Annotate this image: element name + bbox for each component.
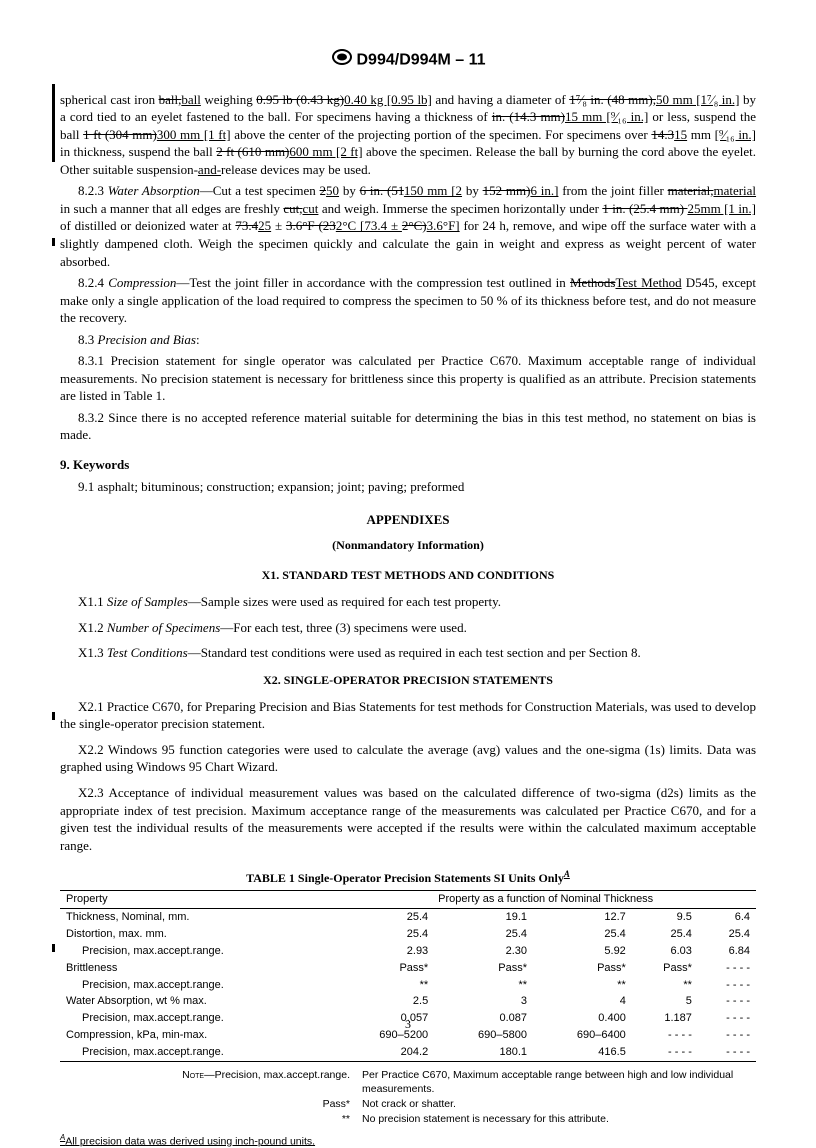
- para-8-2-2-cont: spherical cast iron ball,ball weighing 0…: [60, 91, 756, 179]
- para-x2-2: X2.2 Windows 95 function categories were…: [60, 741, 756, 776]
- cell-value: - - - -: [632, 1044, 698, 1061]
- cell-property: Precision, max.accept.range.: [60, 1044, 335, 1061]
- cell-value: 416.5: [533, 1044, 632, 1061]
- change-bar: [52, 712, 55, 720]
- cell-value: Pass*: [335, 960, 434, 977]
- cell-value: 204.2: [335, 1044, 434, 1061]
- para-x1-3: X1.3 Test Conditions—Standard test condi…: [60, 644, 756, 662]
- change-bar: [52, 238, 55, 246]
- cell-value: Pass*: [434, 960, 533, 977]
- note-label: Note—Precision, max.accept.range.: [60, 1068, 362, 1096]
- cell-value: 3: [434, 993, 533, 1010]
- table-note-row: Pass*Not crack or shatter.: [60, 1097, 756, 1111]
- table-note-row: Note—Precision, max.accept.range.Per Pra…: [60, 1068, 756, 1096]
- cell-value: 9.5: [632, 909, 698, 926]
- change-bar: [52, 84, 55, 162]
- note-label: Pass*: [60, 1097, 362, 1111]
- cell-value: 25.4: [335, 926, 434, 943]
- para-9-1: 9.1 asphalt; bituminous; construction; e…: [60, 478, 756, 496]
- table-row: Precision, max.accept.range.204.2180.141…: [60, 1044, 756, 1061]
- astm-logo-icon: [331, 48, 353, 73]
- cell-value: 25.4: [698, 926, 756, 943]
- table-row: Thickness, Nominal, mm.25.419.112.79.56.…: [60, 909, 756, 926]
- cell-value: 25.4: [632, 926, 698, 943]
- x2-heading: X2. SINGLE-OPERATOR PRECISION STATEMENTS: [60, 672, 756, 688]
- cell-value: 5: [632, 993, 698, 1010]
- cell-value: - - - -: [698, 993, 756, 1010]
- para-x2-3: X2.3 Acceptance of individual measuremen…: [60, 784, 756, 854]
- note-text: Per Practice C670, Maximum acceptable ra…: [362, 1068, 756, 1096]
- cell-value: - - - -: [698, 977, 756, 994]
- cell-value: 2.93: [335, 943, 434, 960]
- cell-value: Pass*: [632, 960, 698, 977]
- cell-value: 6.84: [698, 943, 756, 960]
- para-8-3-2: 8.3.2 Since there is no accepted referen…: [60, 409, 756, 444]
- table-1: Property Property as a function of Nomin…: [60, 890, 756, 1061]
- para-x2-1: X2.1 Practice C670, for Preparing Precis…: [60, 698, 756, 733]
- cell-value: 180.1: [434, 1044, 533, 1061]
- note-text: Not crack or shatter.: [362, 1097, 756, 1111]
- page-number: 3: [0, 1016, 816, 1032]
- cell-value: 2.30: [434, 943, 533, 960]
- table-row: BrittlenessPass*Pass*Pass*Pass*- - - -: [60, 960, 756, 977]
- col-nominal-thickness: Property as a function of Nominal Thickn…: [335, 891, 756, 909]
- cell-value: **: [335, 977, 434, 994]
- note-label: **: [60, 1112, 362, 1126]
- doc-header: D994/D994M – 11: [60, 48, 756, 73]
- table-note-row: **No precision statement is necessary fo…: [60, 1112, 756, 1126]
- table-row: Precision, max.accept.range.2.932.305.92…: [60, 943, 756, 960]
- para-x1-1: X1.1 Size of Samples—Sample sizes were u…: [60, 593, 756, 611]
- table-1-title: TABLE 1 Single-Operator Precision Statem…: [60, 868, 756, 886]
- cell-value: - - - -: [698, 960, 756, 977]
- cell-value: 5.92: [533, 943, 632, 960]
- nonmandatory-label: (Nonmandatory Information): [60, 537, 756, 553]
- cell-property: Thickness, Nominal, mm.: [60, 909, 335, 926]
- cell-value: 25.4: [533, 926, 632, 943]
- doc-id: D994/D994M – 11: [357, 52, 486, 69]
- cell-value: **: [434, 977, 533, 994]
- para-8-2-4: 8.2.4 Compression—Test the joint filler …: [60, 274, 756, 327]
- change-bar: [52, 944, 55, 952]
- table-row: Distortion, max. mm.25.425.425.425.425.4: [60, 926, 756, 943]
- cell-value: 4: [533, 993, 632, 1010]
- x1-heading: X1. STANDARD TEST METHODS AND CONDITIONS: [60, 567, 756, 583]
- cell-value: - - - -: [698, 1044, 756, 1061]
- cell-value: 25.4: [434, 926, 533, 943]
- cell-value: **: [632, 977, 698, 994]
- cell-value: 19.1: [434, 909, 533, 926]
- cell-value: 6.4: [698, 909, 756, 926]
- cell-property: Water Absorption, wt % max.: [60, 993, 335, 1010]
- para-x1-2: X1.2 Number of Specimens—For each test, …: [60, 619, 756, 637]
- footnote-a: AAll precision data was derived using in…: [60, 1133, 756, 1148]
- cell-value: 6.03: [632, 943, 698, 960]
- cell-value: 12.7: [533, 909, 632, 926]
- note-text: No precision statement is necessary for …: [362, 1112, 756, 1126]
- cell-value: 2.5: [335, 993, 434, 1010]
- cell-property: Brittleness: [60, 960, 335, 977]
- para-8-3: 8.3 Precision and Bias:: [60, 331, 756, 349]
- cell-property: Precision, max.accept.range.: [60, 943, 335, 960]
- cell-property: Distortion, max. mm.: [60, 926, 335, 943]
- para-8-2-3: 8.2.3 Water Absorption—Cut a test specim…: [60, 182, 756, 270]
- cell-value: Pass*: [533, 960, 632, 977]
- appendixes-heading: APPENDIXES: [60, 511, 756, 529]
- para-8-3-1: 8.3.1 Precision statement for single ope…: [60, 352, 756, 405]
- cell-value: **: [533, 977, 632, 994]
- table-row: Water Absorption, wt % max.2.5345- - - -: [60, 993, 756, 1010]
- cell-value: 25.4: [335, 909, 434, 926]
- section-9-heading: 9. Keywords: [60, 456, 756, 474]
- page: D994/D994M – 11 spherical cast iron ball…: [0, 0, 816, 1056]
- table-row: Precision, max.accept.range.********- - …: [60, 977, 756, 994]
- cell-property: Precision, max.accept.range.: [60, 977, 335, 994]
- table-notes: Note—Precision, max.accept.range.Per Pra…: [60, 1068, 756, 1127]
- col-property: Property: [60, 891, 335, 909]
